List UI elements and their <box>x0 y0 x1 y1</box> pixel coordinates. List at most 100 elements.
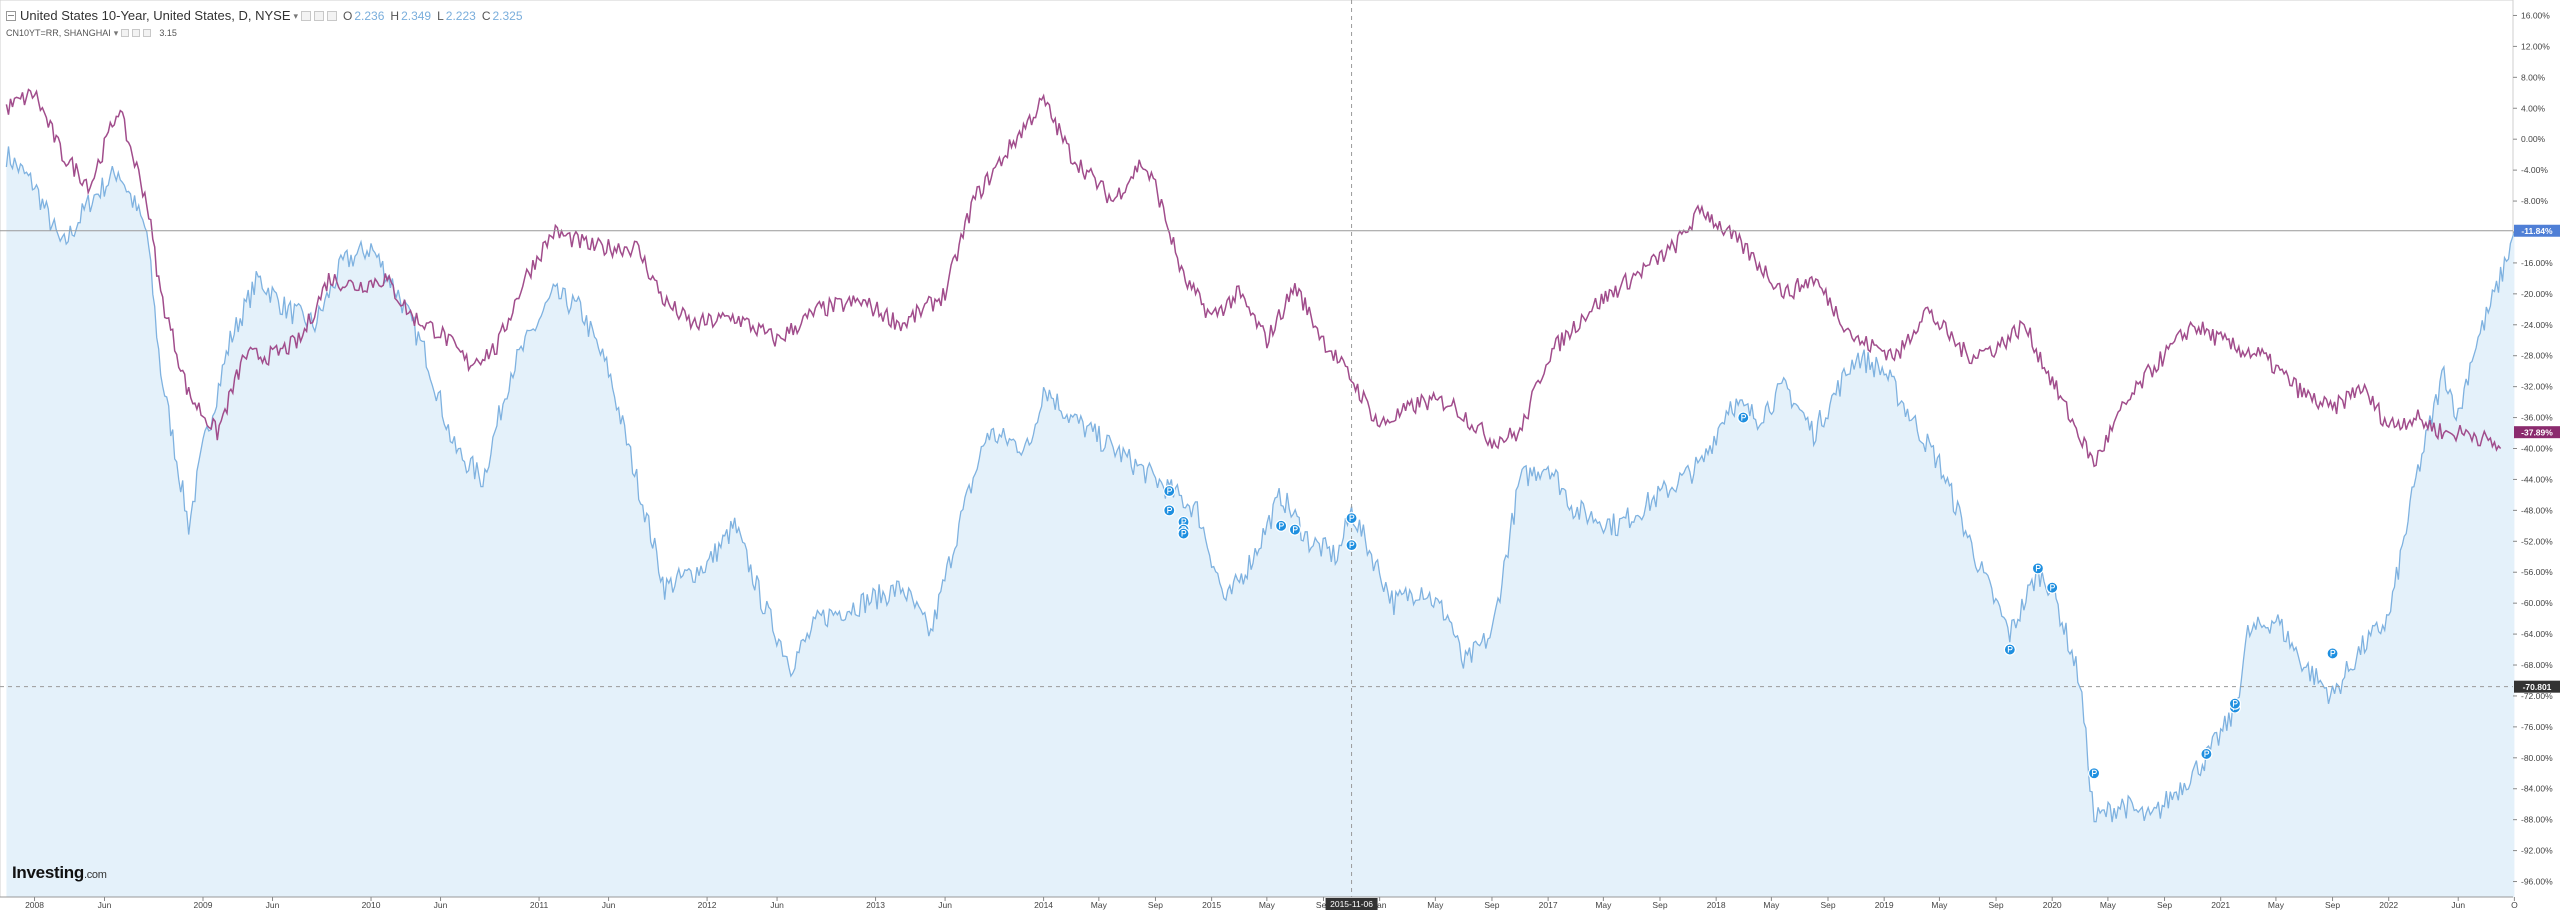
marker-glyph <box>2092 769 2097 777</box>
main-series-title: United States 10-Year, United States, D,… <box>20 8 291 23</box>
series-blue-line <box>5 146 2516 823</box>
x-tick-label: 2018 <box>1707 900 1726 910</box>
x-tick-label: 2010 <box>362 900 381 910</box>
x-tick-label: 2014 <box>1034 900 1053 910</box>
low-label: L <box>437 9 444 23</box>
event-marker-icon[interactable] <box>1288 523 1302 536</box>
last-value-label-reference: -11.84% <box>2521 226 2553 236</box>
series-blue-area <box>6 146 2515 897</box>
collapse-icon[interactable] <box>6 11 16 21</box>
event-marker-icon[interactable] <box>2046 581 2059 594</box>
open-value: 2.236 <box>354 9 385 23</box>
investing-logo[interactable]: Investing.com <box>12 863 107 883</box>
marker-glyph <box>1279 522 1284 529</box>
marker-glyph <box>1167 487 1172 495</box>
event-marker-icon[interactable] <box>1275 519 1288 532</box>
x-tick-label: Sep <box>1484 900 1499 910</box>
settings-icon[interactable] <box>132 29 141 37</box>
close-label: C <box>481 9 491 23</box>
y-tick-label: -40.00% <box>2521 444 2553 454</box>
x-tick-label: 2019 <box>1875 900 1894 910</box>
event-marker-icon[interactable] <box>1163 504 1176 517</box>
marker-glyph <box>2330 649 2336 657</box>
x-tick-label: May <box>1931 900 1948 910</box>
crosshair-value-label-bg <box>2514 680 2560 693</box>
y-tick-label: -68.00% <box>2521 660 2553 670</box>
x-tick-label: May <box>1091 900 1108 910</box>
x-tick-label: Jun <box>98 900 112 910</box>
crosshair-date-label: 2015-11-06 <box>1330 899 1373 909</box>
x-tick-label: 2020 <box>2043 900 2062 910</box>
marker-glyph <box>2050 584 2055 591</box>
last-value-label-reference-bg <box>2514 224 2560 237</box>
x-tick-label: 2008 <box>25 900 44 910</box>
brand-name: Investing <box>12 863 84 882</box>
x-tick-label: Sep <box>1316 900 1331 910</box>
y-tick-label: -96.00% <box>2521 877 2553 887</box>
marker-glyph <box>1167 506 1172 514</box>
chevron-down-icon[interactable]: ▾ <box>293 11 299 21</box>
crosshair-value-label: -70.801 <box>2523 682 2552 692</box>
marker-glyph <box>1181 530 1187 537</box>
event-marker-icon[interactable] <box>1345 511 1358 525</box>
event-marker-icon[interactable] <box>1163 484 1176 498</box>
y-tick-label: -76.00% <box>2521 722 2553 732</box>
y-tick-label: -16.00% <box>2521 258 2553 268</box>
y-tick-label: 16.00% <box>2521 10 2550 20</box>
y-tick-label: -32.00% <box>2521 382 2553 392</box>
event-marker-icon[interactable] <box>2031 562 2045 575</box>
y-tick-label: -80.00% <box>2521 753 2553 763</box>
event-marker-icon[interactable] <box>1177 527 1190 540</box>
x-tick-label: O <box>2511 900 2518 910</box>
x-tick-label: 2012 <box>698 900 717 910</box>
y-tick-label: -72.00% <box>2521 691 2553 701</box>
y-tick-label: -24.00% <box>2521 320 2553 330</box>
x-tick-label: Jun <box>602 900 616 910</box>
x-tick-label: May <box>1259 900 1276 910</box>
last-value-label-series: -37.89% <box>2521 428 2553 438</box>
chevron-down-icon[interactable]: ▾ <box>113 28 119 38</box>
last-value-label-series-bg <box>2514 426 2560 439</box>
marker-glyph <box>1349 514 1355 522</box>
event-marker-icon[interactable] <box>1345 539 1358 552</box>
x-tick-label: 2015 <box>1202 900 1221 910</box>
crosshair-date-bg <box>1325 898 1378 910</box>
x-tick-label: Sep <box>2157 900 2172 910</box>
y-tick-label: -36.00% <box>2521 413 2553 423</box>
chart-legend: United States 10-Year, United States, D,… <box>6 8 523 41</box>
event-marker-icon[interactable] <box>1737 411 1750 424</box>
eye-icon[interactable] <box>301 11 312 21</box>
settings-icon[interactable] <box>314 11 325 21</box>
close-value: 2.325 <box>492 9 523 23</box>
eye-icon[interactable] <box>121 29 130 37</box>
x-tick-label: Sep <box>1652 900 1667 910</box>
x-tick-label: 2009 <box>194 900 213 910</box>
y-tick-label: -92.00% <box>2521 846 2553 856</box>
marker-glyph <box>1181 518 1187 525</box>
close-icon[interactable] <box>143 29 152 37</box>
x-tick-label: Sep <box>1148 900 1163 910</box>
x-tick-label: May <box>2268 900 2285 910</box>
x-tick-label: May <box>1595 900 1612 910</box>
y-tick-label: -28.00% <box>2521 351 2553 361</box>
event-marker-icon[interactable] <box>2228 697 2242 710</box>
event-marker-icon[interactable] <box>2326 647 2339 660</box>
x-tick-label: May <box>1427 900 1444 910</box>
event-marker-icon[interactable] <box>2003 643 2016 656</box>
marker-glyph <box>1292 526 1298 533</box>
x-tick-label: 2013 <box>866 900 885 910</box>
marker-glyph <box>2007 646 2013 653</box>
event-marker-icon[interactable] <box>2200 747 2213 761</box>
close-icon[interactable] <box>327 11 338 21</box>
y-tick-label: 8.00% <box>2521 72 2546 82</box>
main-series-legend: United States 10-Year, United States, D,… <box>6 8 523 24</box>
y-tick-label: 4.00% <box>2521 103 2546 113</box>
y-tick-label: -44.00% <box>2521 474 2553 484</box>
y-tick-label: -56.00% <box>2521 567 2553 577</box>
y-tick-label: -20.00% <box>2521 289 2553 299</box>
x-tick-label: 2017 <box>1539 900 1558 910</box>
event-marker-icon[interactable] <box>2087 767 2101 780</box>
y-tick-label: -52.00% <box>2521 536 2553 546</box>
x-tick-label: Jun <box>2451 900 2465 910</box>
